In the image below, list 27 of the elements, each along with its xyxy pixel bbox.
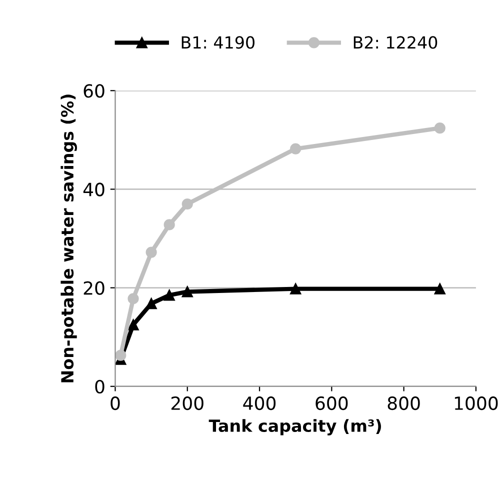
point [164,290,175,301]
point [146,246,157,258]
legend-label: B2: 12240 [354,36,438,49]
point [434,122,446,134]
point [182,286,193,298]
x-tick-label: 400 [243,396,276,410]
point [146,298,157,310]
point [128,293,139,304]
point [115,350,126,361]
point [290,143,302,154]
x-tick-label: 1000 [454,396,498,410]
y-tick-label: 20 [84,281,104,295]
point [182,198,193,210]
y-tick-label: 40 [83,182,104,196]
y-tick-label: 60 [84,84,104,98]
x-tick-label: 800 [388,396,420,410]
point [128,319,139,330]
point [290,283,302,294]
point [164,219,175,230]
legend-label: B1: 4190 [182,36,254,49]
x-tick-label: 600 [316,396,348,410]
point [434,283,446,294]
x-tick-label: 0 [110,396,120,410]
x-axis-title: Tank capacity (m³) [208,419,381,436]
y-tick-label: 0 [95,380,104,394]
y-axis-title: Non-potable water savings (%) [60,94,77,382]
x-tick-label: 200 [171,396,204,410]
